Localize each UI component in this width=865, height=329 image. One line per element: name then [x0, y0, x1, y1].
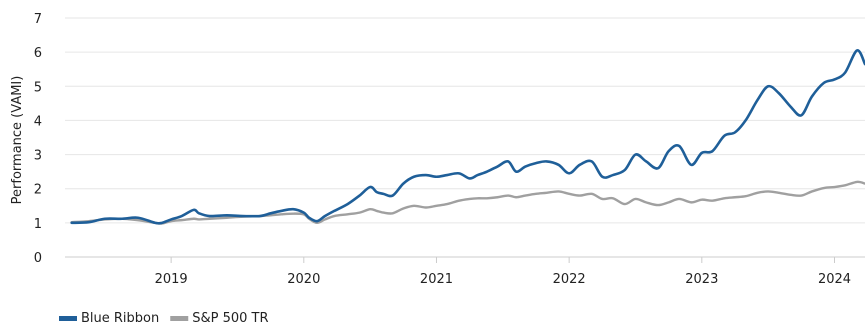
x-axis-ticks: 2019 2020 2021 2022 2023 2024: [155, 257, 851, 287]
series-line-blue-ribbon: [70, 49, 865, 225]
x-tick-label: 2020: [287, 272, 320, 287]
y-axis-label: Performance (VAMI): [10, 76, 25, 205]
x-tick-label: 2021: [420, 272, 453, 287]
legend-swatch: [170, 316, 189, 321]
x-tick-label: 2023: [685, 272, 718, 287]
x-tick-label: 2019: [155, 272, 188, 287]
y-tick-label: 6: [34, 46, 42, 61]
y-tick-label: 0: [34, 251, 42, 266]
grid-lines: [65, 17, 865, 224]
y-tick-label: 1: [34, 217, 42, 232]
legend-swatch: [59, 316, 77, 321]
y-tick-label: 4: [34, 114, 42, 129]
y-tick-label: 3: [34, 149, 42, 164]
series-line-s-p-500-tr: [70, 180, 865, 225]
y-tick-label: 2: [34, 183, 42, 198]
x-tick-label: 2022: [553, 272, 586, 287]
series-lines: [70, 49, 865, 225]
legend-label: Blue Ribbon: [81, 311, 159, 326]
y-tick-label: 7: [34, 12, 42, 27]
y-axis-ticks: 0 1 2 3 4 5 6 7: [34, 12, 42, 266]
y-tick-label: 5: [34, 80, 42, 95]
legend-label: S&P 500 TR: [192, 311, 268, 326]
x-tick-label: 2024: [818, 272, 851, 287]
legend: Blue Ribbon S&P 500 TR: [59, 311, 269, 326]
